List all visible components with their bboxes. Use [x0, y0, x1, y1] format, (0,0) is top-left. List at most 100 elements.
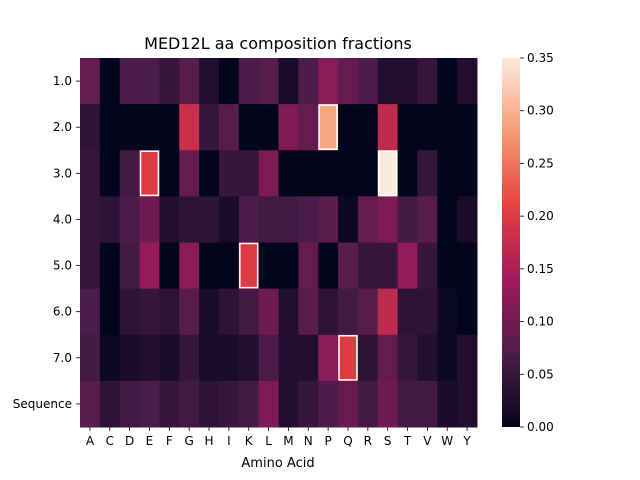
heatmap-cell [139, 242, 160, 290]
x-tick-label: I [227, 434, 231, 448]
heatmap-cell [338, 288, 359, 336]
chart-title: MED12L aa composition fractions [144, 34, 412, 53]
heatmap-cell [377, 58, 399, 105]
heatmap-cell [218, 196, 240, 243]
heatmap-cell [357, 104, 379, 151]
heatmap-cell [179, 288, 200, 336]
heatmap-cell [417, 288, 438, 336]
heatmap-cell [357, 58, 379, 105]
heatmap-cell [338, 58, 359, 105]
heatmap-cell [318, 334, 339, 382]
heatmap-cell [99, 380, 121, 428]
heatmap-cell [377, 104, 399, 151]
heatmap-cells [80, 58, 478, 428]
heatmap-cell [99, 196, 121, 243]
heatmap-cell [417, 242, 438, 290]
heatmap-cell [218, 104, 240, 151]
heatmap-cell [179, 104, 200, 151]
heatmap-cell [298, 242, 319, 290]
heatmap-cell [238, 242, 260, 290]
heatmap-cell [318, 150, 339, 197]
heatmap-cell [80, 196, 101, 243]
heatmap-cell [258, 334, 279, 382]
heatmap-cell [199, 196, 220, 243]
heatmap-cell [278, 380, 299, 428]
colorbar-tick-label: 0.25 [527, 156, 554, 170]
heatmap-cell [119, 58, 141, 105]
heatmap-cell [318, 242, 339, 290]
heatmap-cell [338, 380, 359, 428]
heatmap-cell [357, 196, 379, 243]
heatmap-cell [139, 288, 160, 336]
heatmap-cell [99, 334, 121, 382]
x-axis-label: Amino Acid [241, 456, 314, 471]
heatmap-cell [298, 380, 319, 428]
heatmap-cell [139, 380, 160, 428]
heatmap-cell [377, 196, 399, 243]
heatmap-cell [119, 288, 141, 336]
highlight-box [318, 104, 338, 150]
heatmap-cell [80, 150, 101, 197]
heatmap-cell [159, 242, 180, 290]
heatmap-cell [298, 150, 319, 197]
heatmap-cell [298, 58, 319, 105]
colorbar-ticks: 0.00 0.05 0.10 0.15 0.20 0.25 0.30 0.35 [520, 51, 554, 434]
heatmap-cell [298, 334, 319, 382]
heatmap-cell [397, 288, 418, 336]
x-tick-label: V [423, 434, 432, 448]
heatmap-cell [357, 288, 379, 336]
heatmap-cell [397, 104, 418, 151]
heatmap-cell [278, 334, 299, 382]
colorbar-tick-label: 0.35 [527, 51, 554, 65]
heatmap-cell [159, 104, 180, 151]
x-tick-label: R [364, 434, 372, 448]
heatmap-cell [258, 150, 279, 197]
y-tick-label: 7.0 [53, 351, 72, 365]
heatmap-cell [318, 196, 339, 243]
heatmap-cell [278, 242, 299, 290]
heatmap-cell [199, 104, 220, 151]
heatmap-cell [278, 150, 299, 197]
heatmap-cell [437, 288, 458, 336]
heatmap-cell [159, 196, 180, 243]
heatmap-cell [258, 380, 279, 428]
x-tick-label: S [384, 434, 392, 448]
heatmap-cell [397, 242, 418, 290]
y-tick-label: 6.0 [53, 305, 72, 319]
heatmap-cell [179, 380, 200, 428]
heatmap-cell [139, 104, 160, 151]
highlight-box [239, 242, 259, 289]
highlight-box [139, 150, 160, 197]
x-tick-label: G [185, 434, 194, 448]
heatmap-cell [199, 380, 220, 428]
heatmap-cell [119, 104, 141, 151]
heatmap-cell [457, 104, 478, 151]
x-tick-label: E [146, 434, 154, 448]
heatmap-cell [338, 334, 359, 382]
heatmap-cell [258, 288, 279, 336]
heatmap-cell [397, 334, 418, 382]
heatmap-cell [218, 58, 240, 105]
heatmap-cell [238, 150, 260, 197]
heatmap-cell [159, 380, 180, 428]
heatmap-cell [298, 196, 319, 243]
x-tick-label: W [441, 434, 453, 448]
colorbar-tick-label: 0.05 [527, 367, 554, 381]
heatmap-cell [80, 288, 101, 336]
heatmap-cell [238, 288, 260, 336]
heatmap-cell [258, 196, 279, 243]
heatmap-cell [318, 58, 339, 105]
heatmap-cell [417, 196, 438, 243]
colorbar-tick-label: 0.00 [527, 420, 554, 434]
colorbar-tick-label: 0.20 [527, 209, 554, 223]
y-tick-label: 3.0 [53, 166, 72, 180]
heatmap-cell [80, 58, 101, 105]
heatmap-cell [437, 242, 458, 290]
heatmap-cell [199, 58, 220, 105]
heatmap-cell [119, 380, 141, 428]
heatmap-cell [238, 196, 260, 243]
heatmap-cell [377, 150, 399, 197]
heatmap-cell [457, 380, 478, 428]
x-tick-label: H [205, 434, 214, 448]
